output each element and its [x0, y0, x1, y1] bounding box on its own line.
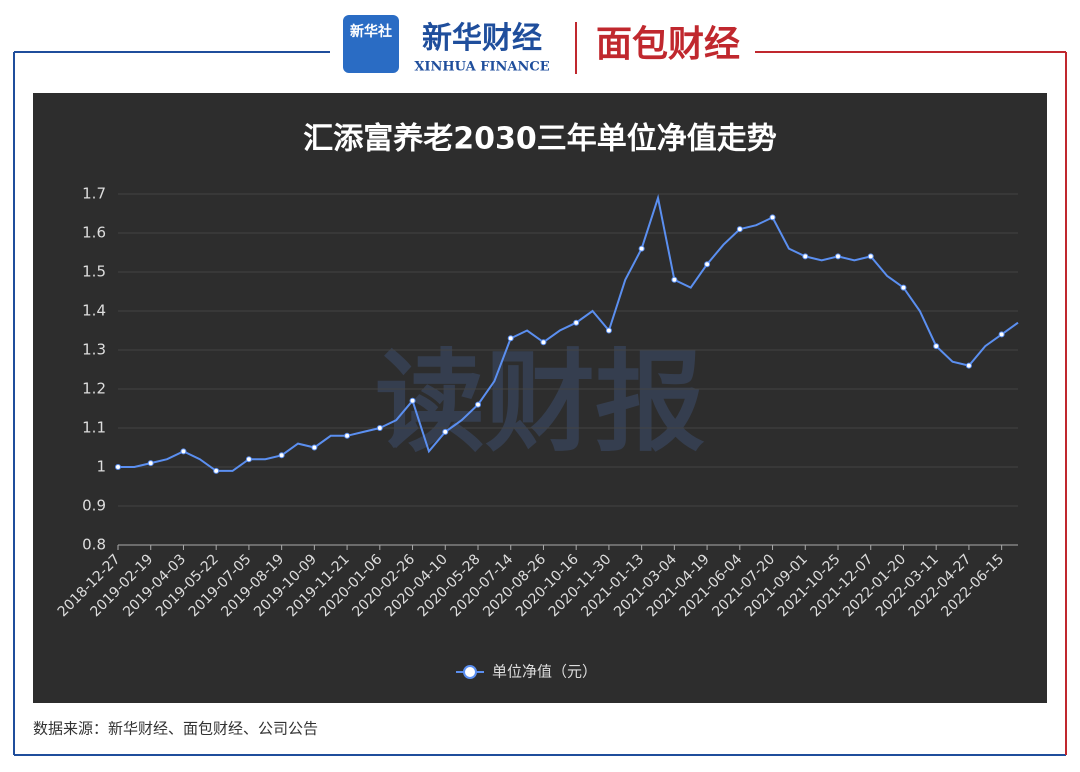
point: [540, 339, 547, 346]
point: [180, 448, 187, 455]
point: [671, 276, 678, 283]
xinhua-logo: 新华社: [350, 23, 392, 40]
y-tick-label: 1.3: [82, 341, 106, 359]
point: [605, 327, 612, 334]
point: [376, 425, 383, 431]
point: [998, 331, 1005, 338]
point: [147, 460, 154, 467]
point: [311, 444, 318, 451]
point: [867, 253, 874, 260]
xinhua-logo-box: [343, 15, 399, 73]
y-tick-label: 1: [96, 458, 106, 476]
point: [245, 456, 252, 463]
point: [278, 452, 285, 459]
y-tick-label: 1.1: [82, 419, 106, 437]
xinhua-finance: 新华财经: [422, 21, 542, 56]
legend-marker: [463, 665, 477, 679]
point: [115, 464, 121, 470]
point: [933, 343, 940, 350]
y-tick-label: 1.2: [82, 380, 106, 398]
point: [475, 401, 481, 408]
y-tick-label: 1.6: [82, 224, 106, 242]
legend-label: 单位净值（元）: [492, 663, 597, 681]
point: [409, 397, 416, 404]
point: [900, 284, 907, 291]
source-note: 数据来源：新华财经、面包财经、公司公告: [33, 720, 318, 738]
point: [736, 226, 743, 233]
point: [965, 362, 972, 369]
y-tick-label: 1.4: [82, 302, 106, 320]
y-tick-label: 0.9: [82, 497, 106, 515]
point: [507, 335, 514, 342]
point: [835, 253, 841, 260]
point: [213, 467, 220, 474]
point: [344, 432, 351, 439]
y-tick-label: 1.5: [82, 263, 106, 281]
point: [442, 428, 449, 435]
y-tick-label: 0.8: [82, 536, 106, 554]
point: [638, 245, 645, 252]
chart-title: 汇添富养老2030三年单位净值走势: [303, 122, 777, 157]
point: [573, 319, 580, 326]
xinhua-finance-en: XINHUA FINANCE: [414, 60, 549, 75]
point: [769, 214, 776, 221]
chart-panel: [33, 93, 1047, 703]
mianbao-logo: 面包财经: [596, 24, 740, 65]
y-tick-label: 1.7: [82, 185, 106, 203]
point: [802, 253, 809, 260]
point: [704, 261, 711, 268]
watermark: 读财报: [375, 338, 705, 466]
